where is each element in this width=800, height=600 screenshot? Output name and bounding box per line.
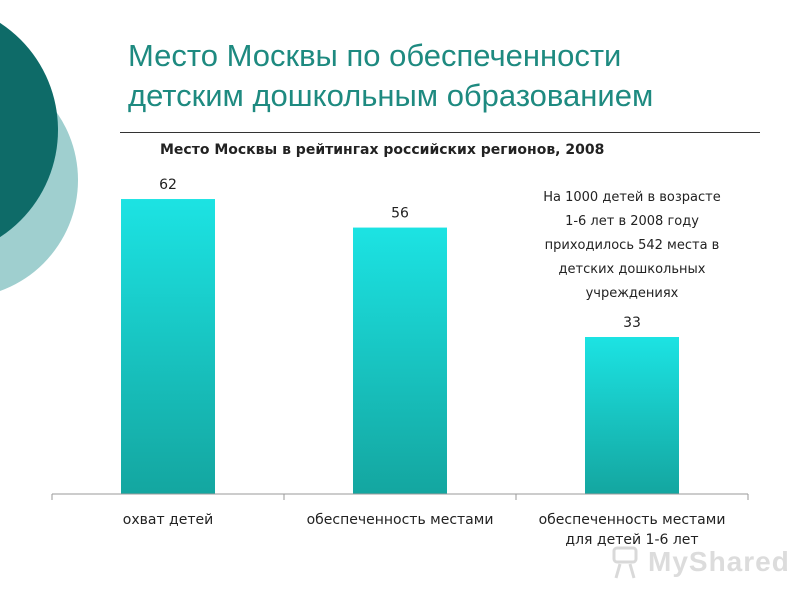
slide-title: Место Москвы по обеспеченности детским д…: [128, 36, 768, 116]
bar: [121, 199, 215, 494]
chart-title: Место Москвы в рейтингах российских реги…: [160, 142, 605, 158]
annotation-line-3: приходилось 542 места в: [544, 238, 720, 253]
title-divider: [120, 132, 760, 133]
watermark-logo-icon: [612, 546, 638, 579]
bar-value-label: 62: [159, 177, 177, 193]
watermark-text: MyShared: [648, 546, 790, 577]
x-tick-label: обеспеченность местами: [539, 512, 726, 528]
bar: [353, 227, 447, 495]
bar-value-label: 33: [623, 315, 641, 331]
dark-circle-decoration: [0, 22, 58, 238]
chart-annotation: На 1000 детей в возрасте 1-6 лет в 2008 …: [512, 186, 752, 306]
x-tick-label: охват детей: [123, 512, 213, 528]
bar-value-label: 56: [391, 206, 409, 222]
bar: [585, 337, 679, 494]
slide-title-line-2: детским дошкольным образованием: [128, 78, 654, 113]
annotation-line-5: учреждениях: [585, 286, 679, 301]
annotation-line-1: На 1000 детей в возрасте: [543, 190, 721, 205]
x-tick-label: для детей 1-6 лет: [565, 532, 698, 548]
watermark: MyShared: [610, 542, 789, 582]
decorative-circles: [0, 22, 78, 291]
slide-title-line-1: Место Москвы по обеспеченности: [128, 38, 622, 73]
x-tick-label: обеспеченность местами: [307, 512, 494, 528]
annotation-line-4: детских дошкольных: [558, 262, 706, 277]
annotation-line-2: 1-6 лет в 2008 году: [565, 214, 699, 229]
